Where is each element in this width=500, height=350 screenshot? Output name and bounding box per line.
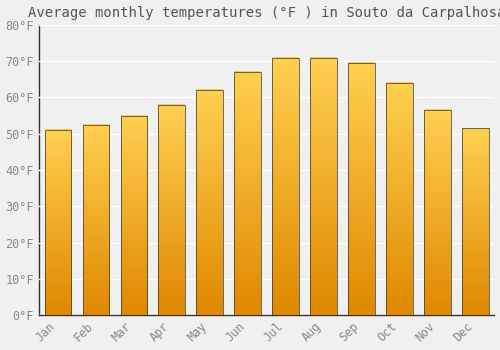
Bar [424,110,451,315]
Bar [120,116,147,315]
Bar [44,130,71,315]
Bar [272,57,299,315]
Bar [82,125,109,315]
Bar [386,83,413,315]
Bar [234,72,261,315]
Bar [462,128,489,315]
Bar [196,90,223,315]
Bar [348,63,375,315]
Title: Average monthly temperatures (°F ) in Souto da Carpalhosa: Average monthly temperatures (°F ) in So… [28,6,500,20]
Bar [310,57,337,315]
Bar [158,105,185,315]
